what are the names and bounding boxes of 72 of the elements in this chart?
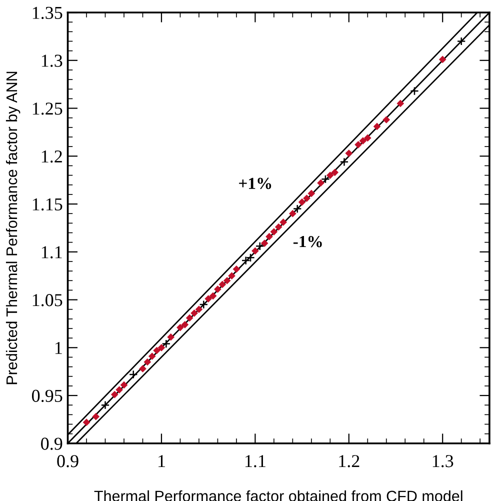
point xyxy=(176,324,184,332)
y-tick-label: 0.9 xyxy=(41,438,62,450)
point xyxy=(260,240,268,247)
y-tick-label: 1.2 xyxy=(42,150,62,163)
point xyxy=(373,122,381,130)
x-tick-label: 1.2 xyxy=(339,455,360,468)
point xyxy=(209,292,217,300)
point xyxy=(359,137,367,144)
y-tick-label: 1.1 xyxy=(42,246,62,258)
x-tick-label: 1.1 xyxy=(245,455,266,468)
annotation: -1% xyxy=(293,236,322,248)
point xyxy=(181,320,189,328)
y-tick-label: 1.15 xyxy=(32,198,62,211)
point xyxy=(326,172,334,179)
point xyxy=(158,344,166,352)
y-tick-label: 1.05 xyxy=(32,294,62,306)
point xyxy=(340,157,349,166)
point xyxy=(110,390,118,398)
point xyxy=(252,247,259,255)
point xyxy=(100,400,110,410)
point xyxy=(148,352,156,360)
point xyxy=(214,286,222,293)
point xyxy=(116,386,123,394)
point xyxy=(186,314,194,322)
point xyxy=(292,204,302,214)
point xyxy=(204,295,212,302)
point xyxy=(303,194,310,202)
point xyxy=(382,116,390,124)
point xyxy=(120,381,128,389)
point xyxy=(456,36,466,46)
y-tick-label: 1 xyxy=(55,342,62,354)
point xyxy=(270,228,278,236)
y-tick-label: 1.25 xyxy=(32,102,62,115)
y-tick-label: 1.3 xyxy=(42,54,62,67)
point xyxy=(190,309,198,317)
point xyxy=(167,333,175,341)
point xyxy=(199,300,208,309)
annotation: +1% xyxy=(239,178,272,190)
point xyxy=(82,418,90,426)
point xyxy=(218,280,226,288)
point xyxy=(438,56,446,64)
point xyxy=(288,210,296,218)
point xyxy=(364,134,372,142)
point xyxy=(232,265,240,273)
point xyxy=(266,232,273,240)
point xyxy=(396,100,404,108)
x-tick-label: 0.9 xyxy=(57,455,78,468)
point xyxy=(162,339,171,348)
point xyxy=(153,346,160,354)
x-tick-label: 1 xyxy=(158,455,165,468)
point xyxy=(308,190,316,198)
point xyxy=(298,198,306,206)
point xyxy=(331,168,339,176)
point xyxy=(321,174,330,184)
point xyxy=(317,179,324,187)
y-axis-title: Predicted Thermal Performance factor by ANN xyxy=(6,72,20,384)
point xyxy=(228,272,236,280)
point xyxy=(255,242,264,251)
point xyxy=(144,358,152,366)
point xyxy=(195,306,203,314)
point xyxy=(410,86,419,96)
point xyxy=(128,370,138,379)
point xyxy=(139,365,146,372)
point xyxy=(274,223,282,231)
y-tick-label: 1.35 xyxy=(32,6,62,20)
x-tick-label: 1.3 xyxy=(432,455,454,468)
y-tick-label: 0.95 xyxy=(32,390,62,402)
point xyxy=(223,276,231,284)
point xyxy=(92,412,100,420)
point xyxy=(354,140,362,148)
point xyxy=(280,218,287,226)
point xyxy=(345,150,353,157)
